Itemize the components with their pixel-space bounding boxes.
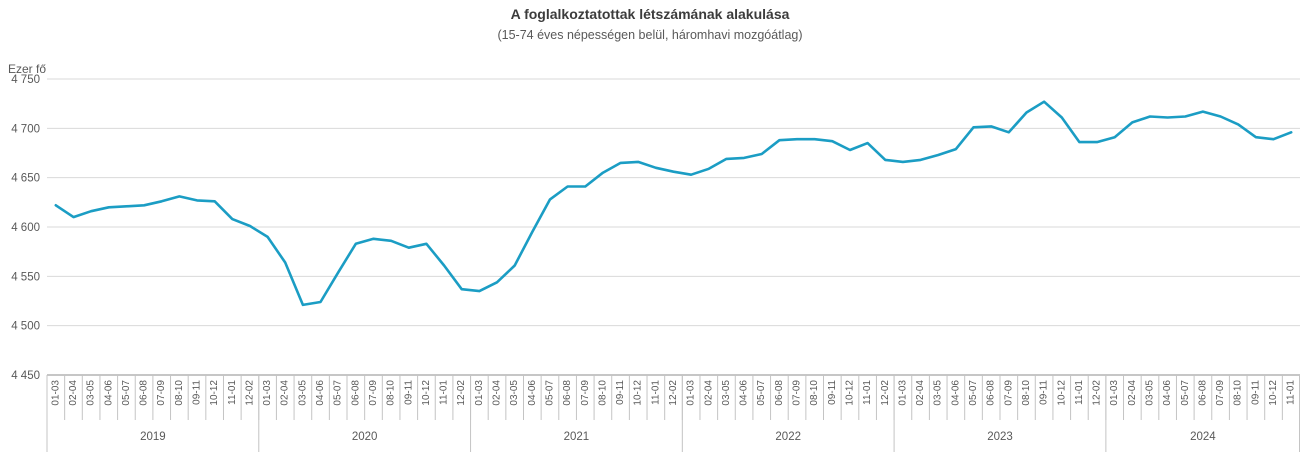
x-tick-label: 10-12 <box>1056 380 1067 406</box>
x-tick-label: 06-08 <box>1197 380 1208 406</box>
x-tick-label: 12-02 <box>456 380 467 406</box>
x-tick-label: 12-02 <box>880 380 891 406</box>
x-tick-label: 02-04 <box>703 380 714 406</box>
x-tick-label: 12-02 <box>244 380 255 406</box>
x-tick-label: 01-03 <box>50 380 61 406</box>
x-tick-label: 03-05 <box>933 380 944 406</box>
x-tick-label: 11-01 <box>1074 380 1085 405</box>
x-tick-label: 11-01 <box>862 380 873 405</box>
x-tick-label: 05-07 <box>968 380 979 406</box>
chart-title: A foglalkoztatottak létszámának alakulás… <box>510 6 790 22</box>
x-tick-label: 07-09 <box>1215 380 1226 406</box>
x-tick-label: 05-07 <box>333 380 344 406</box>
x-tick-label: 07-09 <box>792 380 803 406</box>
x-tick-label: 05-07 <box>756 380 767 406</box>
x-tick-label: 10-12 <box>844 380 855 406</box>
x-tick-label: 04-06 <box>1162 380 1173 406</box>
x-tick-label: 10-12 <box>209 380 220 406</box>
x-tick-label: 07-09 <box>1003 380 1014 406</box>
y-tick-label: 4 750 <box>11 74 40 86</box>
x-tick-label: 07-09 <box>580 380 591 406</box>
y-tick-label: 4 650 <box>11 173 40 185</box>
x-tick-label: 02-04 <box>915 380 926 406</box>
x-tick-label: 04-06 <box>527 380 538 406</box>
x-tick-label: 01-03 <box>686 380 697 406</box>
x-tick-label: 10-12 <box>1268 380 1279 406</box>
x-tick-label: 05-07 <box>1180 380 1191 406</box>
y-tick-label: 4 450 <box>11 370 40 382</box>
employment-series-line <box>54 100 1293 307</box>
x-tick-label: 12-02 <box>1092 380 1103 406</box>
x-tick-label: 02-04 <box>68 380 79 406</box>
x-tick-label: 03-05 <box>509 380 520 406</box>
chart-subtitle: (15-74 éves népességen belül, háromhavi … <box>497 28 803 42</box>
y-tick-label: 4 500 <box>11 321 40 333</box>
x-tick-label: 04-06 <box>315 380 326 406</box>
x-tick-label: 08-10 <box>597 380 608 406</box>
x-tick-label: 08-10 <box>386 380 397 406</box>
x-tick-label: 08-10 <box>1233 380 1244 406</box>
x-tick-label: 02-04 <box>1127 380 1138 406</box>
x-tick-label: 11-01 <box>1286 380 1297 405</box>
x-tick-label: 10-12 <box>633 380 644 406</box>
x-tick-label: 06-08 <box>350 380 361 406</box>
x-tick-label: 08-10 <box>809 380 820 406</box>
x-tick-label: 09-11 <box>192 380 203 405</box>
x-tick-label: 09-11 <box>827 380 838 405</box>
x-tick-label: 02-04 <box>492 380 503 406</box>
x-tick-label: 07-09 <box>368 380 379 406</box>
x-tick-label: 06-08 <box>139 380 150 406</box>
year-label: 2021 <box>564 431 590 443</box>
year-label: 2020 <box>352 431 378 443</box>
x-tick-label: 04-06 <box>950 380 961 406</box>
x-tick-label: 09-11 <box>403 380 414 405</box>
x-tick-label: 09-11 <box>615 380 626 405</box>
x-tick-label: 05-07 <box>544 380 555 406</box>
y-tick-label: 4 550 <box>11 271 40 283</box>
x-tick-label: 05-07 <box>121 380 132 406</box>
y-tick-label: 4 600 <box>11 222 40 234</box>
x-tick-label: 03-05 <box>721 380 732 406</box>
x-tick-label: 12-02 <box>668 380 679 406</box>
year-label: 2019 <box>140 431 166 443</box>
x-tick-label: 09-11 <box>1039 380 1050 405</box>
y-axis-unit-label: Ezer fő <box>8 62 47 76</box>
x-tick-label: 06-08 <box>562 380 573 406</box>
x-tick-label: 09-11 <box>1250 380 1261 405</box>
x-tick-label: 04-06 <box>103 380 114 406</box>
x-tick-label: 06-08 <box>986 380 997 406</box>
year-label: 2024 <box>1190 431 1216 443</box>
x-tick-label: 03-05 <box>1144 380 1155 406</box>
year-label: 2022 <box>775 431 801 443</box>
year-label: 2023 <box>987 431 1013 443</box>
x-tick-label: 01-03 <box>262 380 273 406</box>
x-tick-label: 08-10 <box>174 380 185 406</box>
x-tick-label: 06-08 <box>774 380 785 406</box>
x-tick-label: 02-04 <box>280 380 291 406</box>
x-tick-label: 10-12 <box>421 380 432 406</box>
x-tick-label: 03-05 <box>297 380 308 406</box>
x-tick-label: 04-06 <box>739 380 750 406</box>
y-tick-label: 4 700 <box>11 123 40 135</box>
x-tick-label: 01-03 <box>474 380 485 406</box>
x-tick-label: 08-10 <box>1021 380 1032 406</box>
x-tick-label: 11-01 <box>650 380 661 405</box>
x-tick-label: 01-03 <box>897 380 908 406</box>
x-tick-label: 11-01 <box>439 380 450 405</box>
x-tick-label: 11-01 <box>227 380 238 405</box>
x-tick-label: 01-03 <box>1109 380 1120 406</box>
x-tick-label: 03-05 <box>86 380 97 406</box>
x-tick-label: 07-09 <box>156 380 167 406</box>
